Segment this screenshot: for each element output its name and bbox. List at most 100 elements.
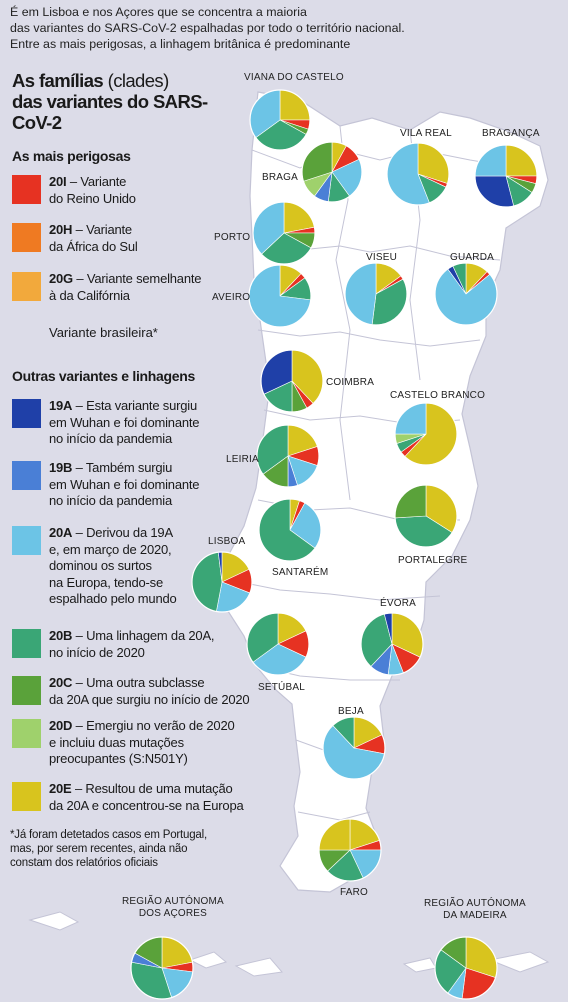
pie-porto	[252, 201, 316, 265]
desc-20B-2: no início de 2020	[49, 644, 145, 660]
swatch-20I	[12, 175, 41, 204]
pie-braga	[301, 141, 363, 203]
pie-madeira	[434, 936, 498, 1000]
label-madeira-line-1: REGIÃO AUTÓNOMA	[424, 898, 526, 909]
pie-beja	[322, 716, 386, 780]
pie-viseu-outline	[344, 262, 408, 326]
label-setubal: SETÚBAL	[258, 682, 305, 693]
pie-coimbra-outline	[260, 349, 324, 413]
label-acores: REGIÃO AUTÓNOMA DOS AÇORES	[122, 896, 224, 919]
desc-20G-1: – Variante semelhante	[72, 271, 202, 286]
desc-20B-1: – Uma linhagem da 20A,	[72, 628, 215, 643]
pie-beja-outline	[322, 716, 386, 780]
pie-leiria-outline	[256, 424, 320, 488]
label-leiria: LEIRIA	[226, 454, 259, 465]
code-20B: 20B	[49, 628, 73, 643]
pie-santarem	[258, 498, 322, 562]
label-braga: BRAGA	[262, 172, 299, 183]
code-20C: 20C	[49, 675, 73, 690]
pie-faro-outline	[318, 818, 382, 882]
desc-20I-2: do Reino Unido	[49, 190, 136, 206]
desc-20G-2: à da Califórnia	[49, 287, 130, 303]
pie-portalegre	[394, 484, 458, 548]
label-faro: FARO	[340, 887, 369, 898]
footnote: *Já foram detetados casos em Portugal, m…	[10, 828, 210, 870]
desc-20C-1: – Uma outra subclasse	[72, 675, 205, 690]
pie-santarem-outline	[258, 498, 322, 562]
pie-setubal	[246, 612, 310, 676]
pie-vilareal-outline	[386, 142, 450, 206]
swatch-20B	[12, 629, 41, 658]
pie-braganca-outline	[474, 144, 538, 208]
desc-20I-1: – Variante	[66, 174, 127, 189]
label-aveiro: AVEIRO	[212, 292, 251, 303]
label-evora: ÉVORA	[380, 598, 417, 609]
footnote-line-3: constam dos relatórios oficiais	[10, 857, 158, 869]
pie-aveiro	[248, 264, 312, 328]
pie-guarda	[434, 262, 498, 326]
footnote-line-2: mas, por serem recentes, ainda não	[10, 843, 188, 855]
desc-19B-3: no início da pandemia	[49, 493, 173, 508]
pie-coimbra	[260, 349, 324, 413]
label-acores-line-1: REGIÃO AUTÓNOMA	[122, 896, 224, 907]
swatch-19A	[12, 399, 41, 428]
swatch-20G	[12, 272, 41, 301]
title-part-2: (clades)	[107, 70, 170, 91]
code-20H: 20H	[49, 222, 73, 237]
swatch-20C	[12, 676, 41, 705]
pie-viseu	[344, 262, 408, 326]
pie-faro	[318, 818, 382, 882]
pie-guarda-outline	[434, 262, 498, 326]
desc-20D-1: – Emergiu no verão de 2020	[72, 718, 235, 733]
code-20G: 20G	[49, 271, 73, 286]
label-lisboa: LISBOA	[208, 536, 246, 547]
pie-leiria	[256, 424, 320, 488]
desc-20H-1: – Variante	[72, 222, 133, 237]
pie-castelobranco	[394, 402, 458, 466]
label-portalegre: PORTALEGRE	[398, 555, 468, 566]
label-santarem: SANTARÉM	[272, 567, 329, 578]
page-title: As famílias (clades) das variantes do SA…	[12, 70, 242, 133]
title-part-3: das variantes do SARS-CoV-2	[12, 91, 208, 133]
pie-setubal-outline	[246, 612, 310, 676]
desc-20A-2: e, em março de 2020,	[49, 541, 172, 557]
brazilian-variant-note: Variante brasileira*	[49, 325, 158, 340]
pie-acores-outline	[130, 936, 194, 1000]
pie-lisboa-outline	[191, 551, 253, 613]
label-madeira-line-2: DA MADEIRA	[443, 909, 507, 921]
swatch-20D	[12, 719, 41, 748]
swatch-20H	[12, 223, 41, 252]
desc-20H-2: da África do Sul	[49, 238, 138, 254]
pie-portalegre-outline	[394, 484, 458, 548]
label-madeira: REGIÃO AUTÓNOMA DA MADEIRA	[424, 898, 526, 921]
pie-evora-outline	[360, 612, 424, 676]
label-vila-real: VILA REAL	[400, 128, 452, 139]
label-braganca: BRAGANÇA	[482, 128, 540, 139]
intro-line-2: das variantes do SARS-CoV-2 espalhadas p…	[10, 21, 405, 35]
pie-lisboa	[191, 551, 253, 613]
desc-20D-3: preocupantes (S:N501Y)	[49, 751, 188, 766]
label-viseu: VISEU	[366, 252, 398, 263]
desc-19A-3: no início da pandemia	[49, 431, 173, 446]
pie-acores	[130, 936, 194, 1000]
desc-20A-4: na Europa, tendo-se	[49, 574, 164, 590]
code-20I: 20I	[49, 174, 67, 189]
title-part-1: As famílias	[12, 70, 104, 91]
pie-porto-outline	[252, 201, 316, 265]
desc-19A-2: em Wuhan e foi dominante	[49, 414, 200, 430]
code-19B: 19B	[49, 460, 73, 475]
pie-aveiro-outline	[248, 264, 312, 328]
section-dangerous: As mais perigosas	[12, 148, 131, 164]
desc-19B-1: – Também surgiu	[72, 460, 173, 475]
swatch-19B	[12, 461, 41, 490]
desc-20D-2: e incluiu duas mutações	[49, 734, 184, 750]
label-coimbra: COIMBRA	[326, 377, 375, 388]
code-20D: 20D	[49, 718, 73, 733]
code-19A: 19A	[49, 398, 73, 413]
swatch-20A	[12, 526, 41, 555]
desc-19B-2: em Wuhan e foi dominante	[49, 476, 200, 492]
desc-20A-1: – Derivou da 19A	[72, 525, 173, 540]
intro-line-3: Entre as mais perigosas, a linhagem brit…	[10, 37, 351, 51]
pie-braga-outline	[301, 141, 363, 203]
